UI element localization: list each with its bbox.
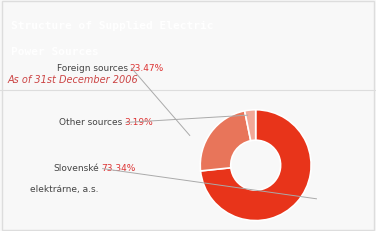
Text: 23.47%: 23.47% bbox=[130, 64, 164, 73]
Text: elektrárne, a.s.: elektrárne, a.s. bbox=[30, 185, 99, 194]
Text: Slovenské: Slovenské bbox=[53, 164, 99, 173]
Text: As of 31st December 2006: As of 31st December 2006 bbox=[8, 75, 138, 85]
Wedge shape bbox=[200, 110, 311, 221]
Text: Power Sources: Power Sources bbox=[11, 47, 98, 57]
Wedge shape bbox=[245, 110, 256, 141]
Wedge shape bbox=[200, 111, 251, 171]
Text: Foreign sources: Foreign sources bbox=[57, 64, 128, 73]
Text: 73.34%: 73.34% bbox=[101, 164, 135, 173]
Text: Structure of Supplied Electric: Structure of Supplied Electric bbox=[11, 21, 213, 31]
Text: 3.19%: 3.19% bbox=[124, 118, 153, 127]
Text: Other sources: Other sources bbox=[59, 118, 122, 127]
